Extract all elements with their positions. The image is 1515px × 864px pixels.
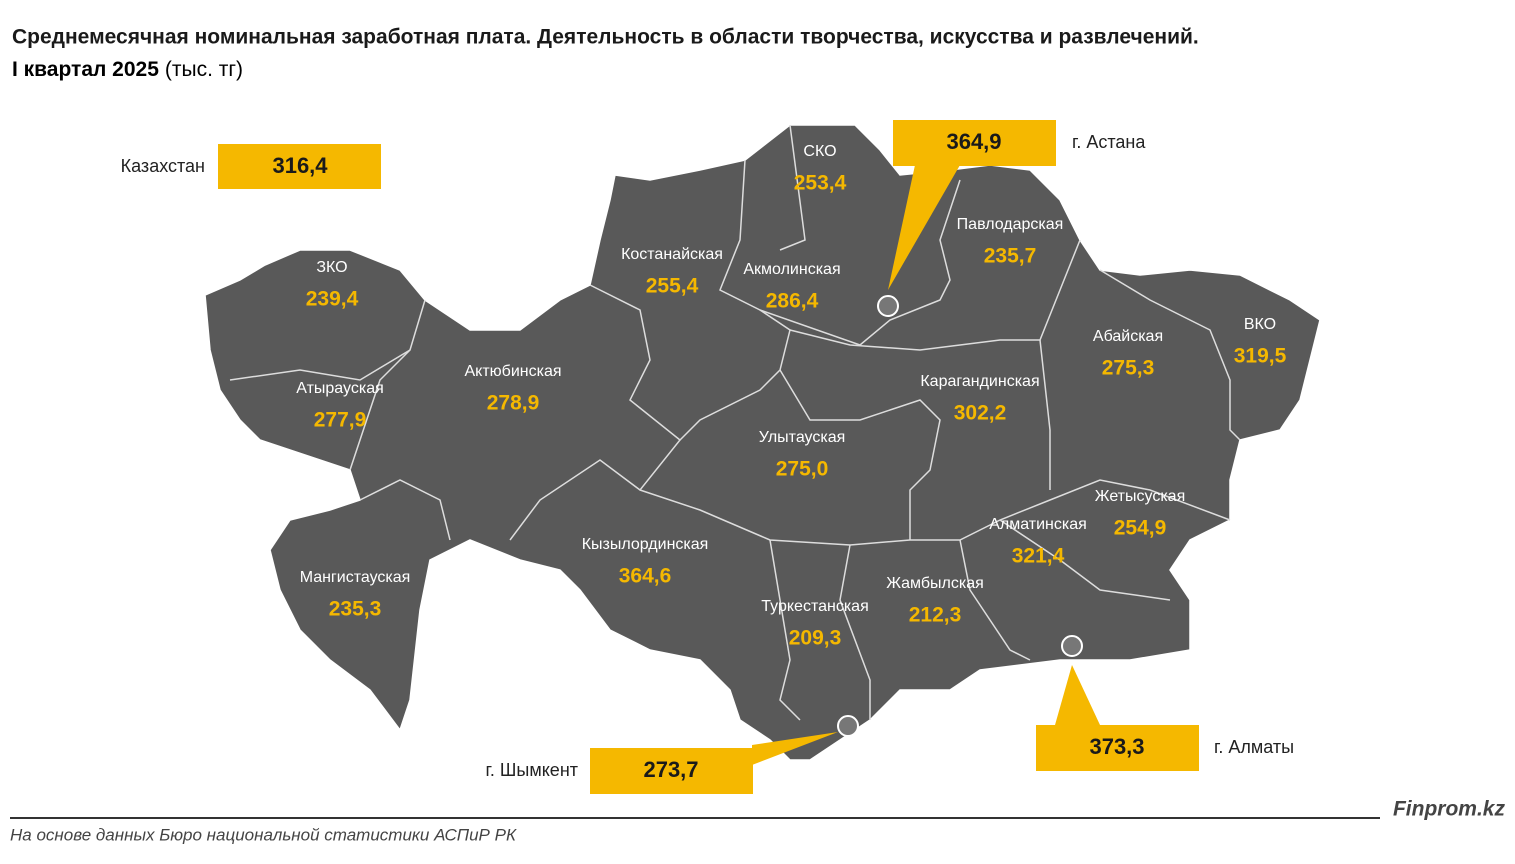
- region-value: 319,5: [1234, 345, 1287, 368]
- region-name: Акмолинская: [743, 261, 840, 278]
- region-name: Мангистауская: [300, 569, 411, 586]
- region-name: ВКО: [1244, 316, 1276, 333]
- region-value: 209,3: [789, 627, 842, 650]
- city-dot: [1061, 635, 1083, 657]
- region-name: Жетысуская: [1095, 488, 1186, 505]
- region-value: 364,6: [619, 565, 672, 588]
- region-name: Абайская: [1093, 328, 1163, 345]
- region-value: 321,4: [1012, 545, 1065, 568]
- region-value: 302,2: [954, 402, 1007, 425]
- region-value: 235,7: [984, 245, 1037, 268]
- value-box: [893, 120, 1056, 166]
- unit: (тыс. тг): [165, 58, 243, 81]
- region-name: Атырауская: [296, 380, 384, 397]
- brand: Finprom.kz: [1393, 798, 1506, 821]
- region-value: 253,4: [794, 172, 847, 195]
- city-label: г. Алматы: [1214, 737, 1294, 757]
- region-name: СКО: [803, 143, 836, 160]
- region-value: 239,4: [306, 288, 359, 311]
- region-value: 286,4: [766, 290, 819, 313]
- city-label: г. Шымкент: [486, 760, 578, 780]
- region-value: 254,9: [1114, 517, 1167, 540]
- callout-pointer: [1055, 665, 1100, 725]
- region-borders: [229, 124, 1241, 721]
- city-value: 373,3: [1089, 734, 1144, 759]
- region-value: 275,3: [1102, 357, 1155, 380]
- region-value: 212,3: [909, 604, 962, 627]
- region-name: Кызылординская: [582, 536, 709, 553]
- region-value: 255,4: [646, 275, 699, 298]
- callout-pointer: [752, 732, 838, 765]
- value-box: [590, 748, 753, 794]
- callout-pointer: [888, 165, 960, 290]
- value-box: [1036, 725, 1199, 771]
- region-name: Карагандинская: [920, 373, 1039, 390]
- region-name: Улытауская: [759, 429, 846, 446]
- country-shape: [204, 124, 1321, 761]
- national-value: 316,4: [272, 153, 328, 178]
- city-dot: [877, 295, 899, 317]
- value-box: [218, 144, 381, 189]
- region-value: 278,9: [487, 392, 540, 415]
- period: I квартал 2025: [12, 58, 159, 81]
- title: Среднемесячная номинальная заработная пл…: [12, 26, 1199, 49]
- city-value: 273,7: [643, 757, 698, 782]
- city-label: г. Астана: [1072, 132, 1146, 152]
- city-value: 364,9: [946, 129, 1001, 154]
- region-name: Костанайская: [621, 246, 723, 263]
- region-value: 235,3: [329, 598, 382, 621]
- region-name: ЗКО: [316, 259, 347, 276]
- city-dot: [837, 715, 859, 737]
- region-name: Павлодарская: [957, 216, 1064, 233]
- subtitle: I квартал 2025 (тыс. тг): [12, 58, 243, 81]
- region-name: Алматинская: [989, 516, 1087, 533]
- region-name: Актюбинская: [464, 363, 561, 380]
- region-name: Туркестанская: [761, 598, 868, 615]
- national-label: Казахстан: [121, 156, 205, 176]
- region-value: 275,0: [776, 458, 829, 481]
- region-name: Жамбылская: [886, 575, 984, 592]
- source: На основе данных Бюро национальной стати…: [10, 825, 517, 844]
- region-value: 277,9: [314, 409, 367, 432]
